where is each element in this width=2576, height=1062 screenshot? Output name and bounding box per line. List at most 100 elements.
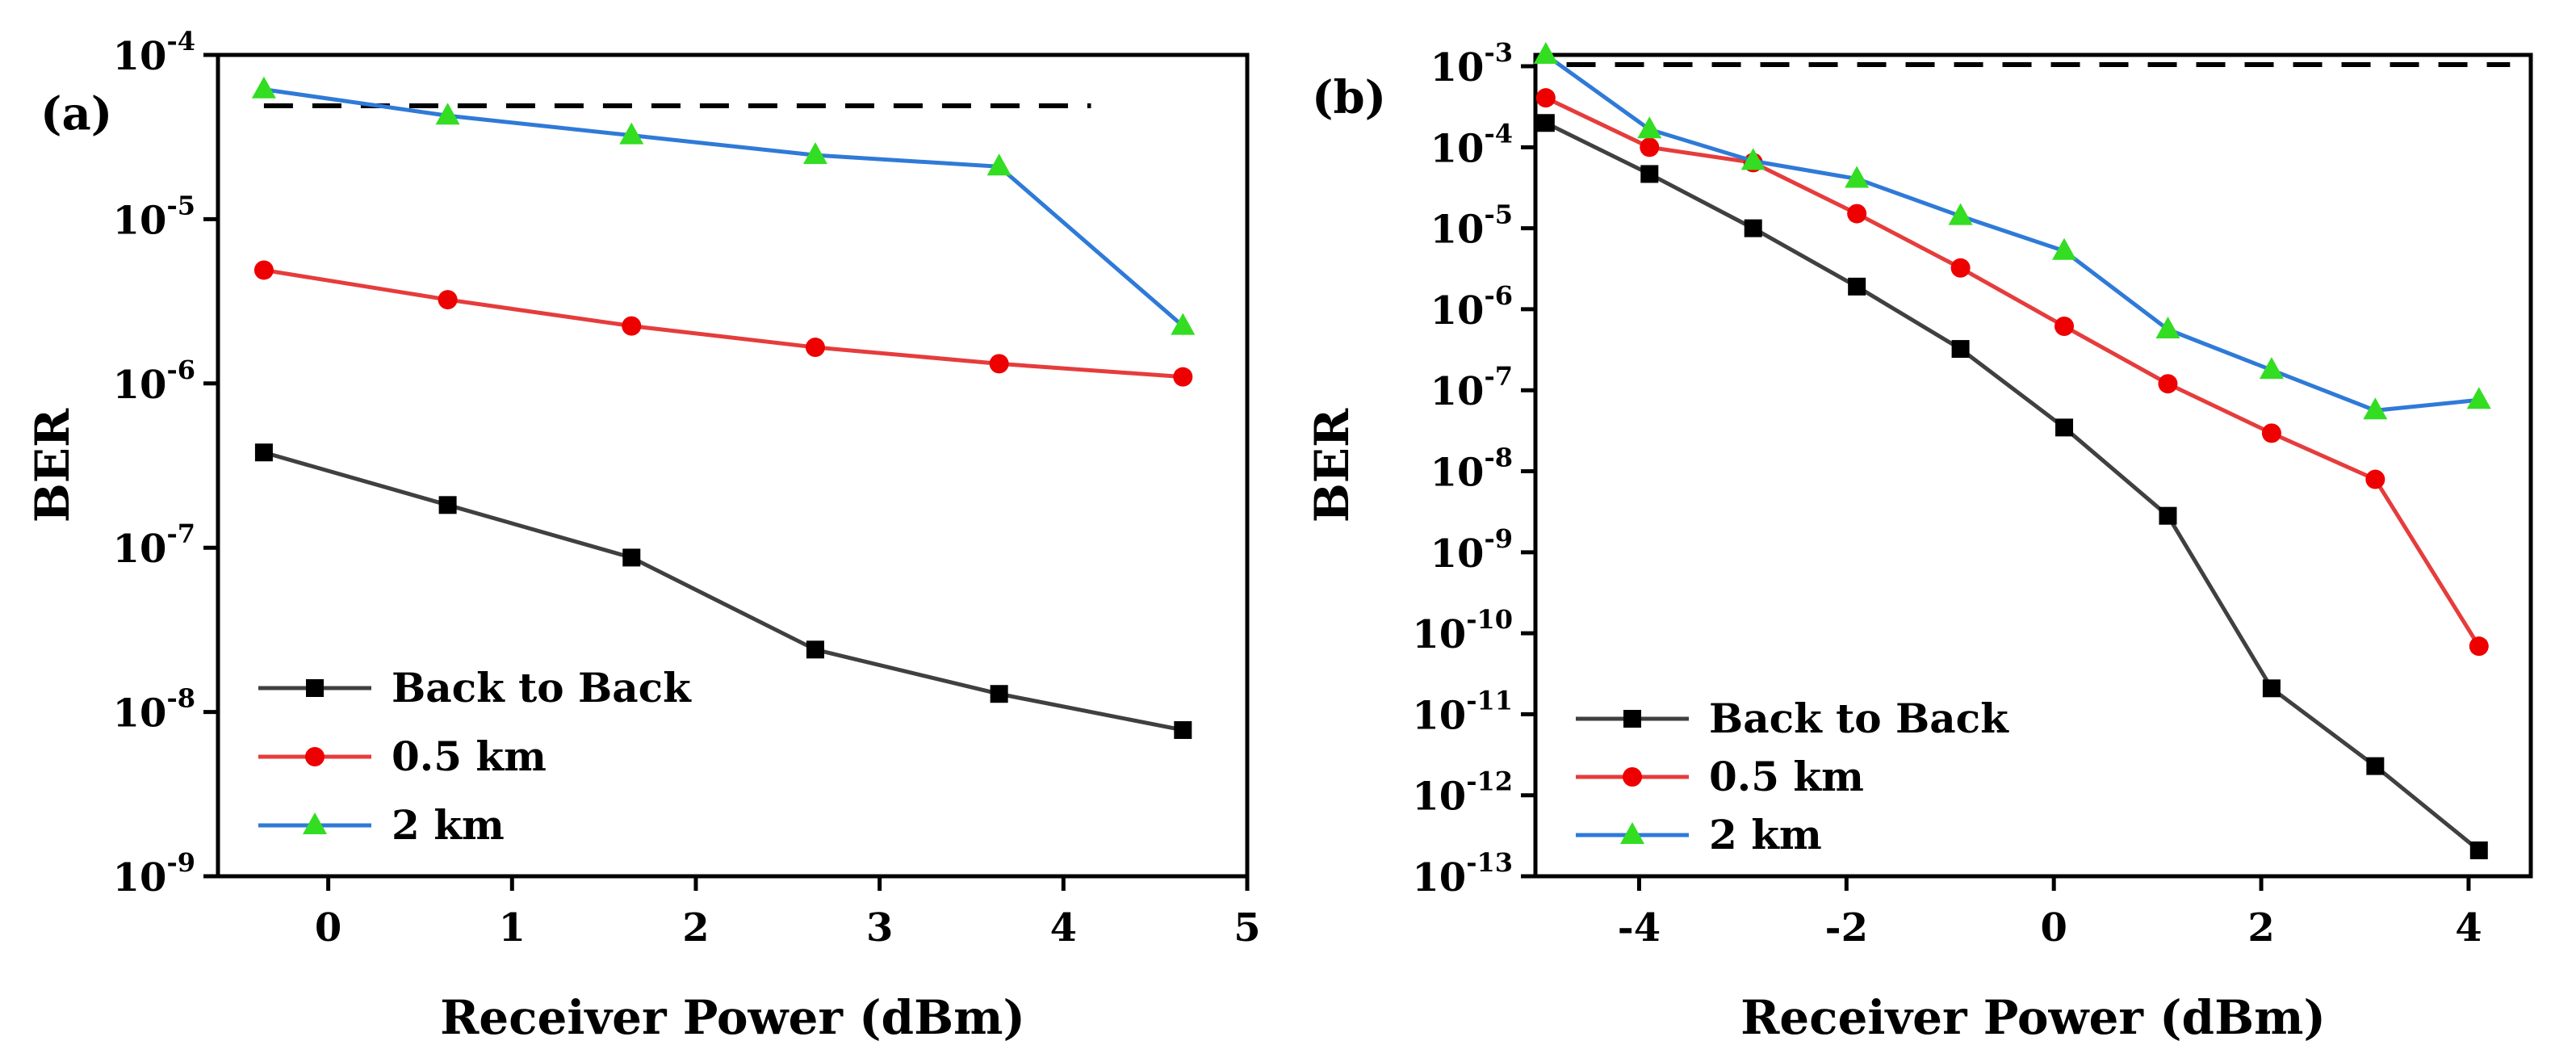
x-tick-label: 4	[1050, 905, 1077, 951]
data-point	[1845, 166, 1870, 188]
data-point	[1848, 277, 1866, 296]
data-point	[802, 142, 827, 165]
panel-label: (b)	[1312, 71, 1386, 124]
data-point	[2262, 679, 2281, 698]
x-tick-label: 0	[315, 905, 341, 951]
legend-marker	[305, 747, 325, 766]
series-line-2	[263, 87, 1184, 328]
data-point	[2469, 636, 2489, 657]
data-point	[1535, 88, 1556, 108]
y-tick-label: 10-4	[113, 26, 195, 79]
data-point	[2055, 316, 2075, 336]
series-line-0	[1544, 121, 2481, 852]
data-point	[990, 685, 1008, 703]
data-point	[435, 103, 460, 125]
legend-marker	[1623, 710, 1641, 728]
y-tick-label: 10-9	[1430, 523, 1513, 577]
data-point	[1533, 42, 1558, 64]
legend-marker	[303, 812, 327, 834]
y-tick-label: 10-5	[113, 190, 195, 243]
data-point	[1171, 313, 1196, 335]
data-point	[2052, 237, 2077, 260]
series-line-2	[1544, 52, 2480, 413]
x-tick-label: 2	[2247, 905, 2274, 951]
data-point	[1847, 204, 1867, 224]
x-tick-label: 0	[2040, 905, 2067, 951]
y-tick-label: 10-10	[1412, 604, 1513, 657]
x-tick-label: -2	[1825, 905, 1868, 951]
legend-label: 2 km	[1709, 811, 1822, 858]
data-point	[2466, 387, 2491, 409]
data-point	[251, 76, 276, 99]
series-line-1	[263, 267, 1183, 380]
x-tick-label: -4	[1618, 905, 1661, 951]
legend-label: Back to Back	[1709, 695, 2009, 742]
y-tick-label: 10-7	[113, 518, 195, 572]
y-axis-label: BER	[1305, 408, 1359, 523]
x-axis-label: Receiver Power (dBm)	[1740, 990, 2326, 1045]
chart-panel-b: -4 -2 0 2 4 10-13 10-12 10-11 10-10 10-9 10-8 10-7 1…	[1305, 37, 2533, 1045]
panel-label: (a)	[40, 87, 112, 141]
data-point	[1173, 367, 1193, 387]
data-point	[2155, 317, 2180, 339]
series-line-0	[263, 450, 1183, 732]
data-point	[2055, 418, 2074, 437]
data-point	[622, 548, 641, 567]
data-point	[1950, 258, 1971, 278]
y-tick-label: 10-9	[113, 847, 195, 900]
data-point	[1640, 137, 1660, 157]
data-point	[1948, 203, 1973, 225]
legend-label: 0.5 km	[392, 732, 547, 780]
data-point	[254, 443, 273, 462]
x-tick-label: 4	[2455, 905, 2482, 951]
data-point	[2469, 841, 2488, 859]
y-tick-label: 10-4	[1430, 118, 1513, 171]
data-point	[253, 260, 274, 280]
series-line-1	[1544, 95, 2481, 648]
data-point	[986, 153, 1012, 176]
plot-frame	[216, 52, 1250, 879]
legend-marker	[1623, 767, 1642, 787]
y-tick-label: 10-3	[1430, 37, 1513, 90]
y-tick-label: 10-12	[1412, 766, 1513, 820]
legend-marker	[306, 679, 324, 697]
x-tick-label: 5	[1234, 905, 1260, 951]
data-point	[2366, 757, 2385, 775]
data-point	[622, 316, 642, 336]
x-tick-label: 1	[499, 905, 526, 951]
y-axis-label: BER	[25, 408, 80, 523]
data-point	[1744, 219, 1762, 237]
y-tick-label: 10-6	[113, 355, 195, 408]
x-tick-label: 2	[682, 905, 709, 951]
x-tick-label: 3	[866, 905, 893, 951]
data-point	[619, 122, 644, 145]
data-point	[1951, 340, 1970, 359]
data-point	[989, 354, 1009, 374]
data-point	[2158, 374, 2178, 394]
data-point	[2159, 506, 2177, 525]
data-point	[1637, 116, 1662, 139]
data-point	[2261, 423, 2281, 443]
y-tick-label: 10-8	[113, 683, 195, 737]
y-tick-label: 10-8	[1430, 443, 1513, 496]
chart-panel-a: 0 1 2 3 4 5 10-9 10-8 10-7 10-6 10-5 10-4 Receiver P…	[25, 26, 1261, 1045]
data-point	[1640, 165, 1659, 183]
y-tick-label: 10-13	[1412, 847, 1513, 900]
legend-label: 2 km	[392, 801, 505, 849]
data-point	[1740, 148, 1766, 170]
data-point	[805, 338, 825, 358]
plot-frame	[1533, 52, 2533, 879]
data-point	[1536, 114, 1555, 132]
data-point	[438, 290, 458, 310]
y-tick-label: 10-11	[1412, 685, 1513, 738]
data-point	[2363, 397, 2388, 420]
legend-marker	[1620, 822, 1644, 844]
data-point	[1174, 720, 1192, 739]
y-tick-label: 10-5	[1430, 199, 1513, 253]
legend-label: 0.5 km	[1709, 753, 1864, 800]
y-tick-label: 10-6	[1430, 280, 1513, 334]
data-point	[806, 640, 824, 659]
y-tick-label: 10-7	[1430, 361, 1513, 414]
data-point	[2365, 469, 2385, 489]
